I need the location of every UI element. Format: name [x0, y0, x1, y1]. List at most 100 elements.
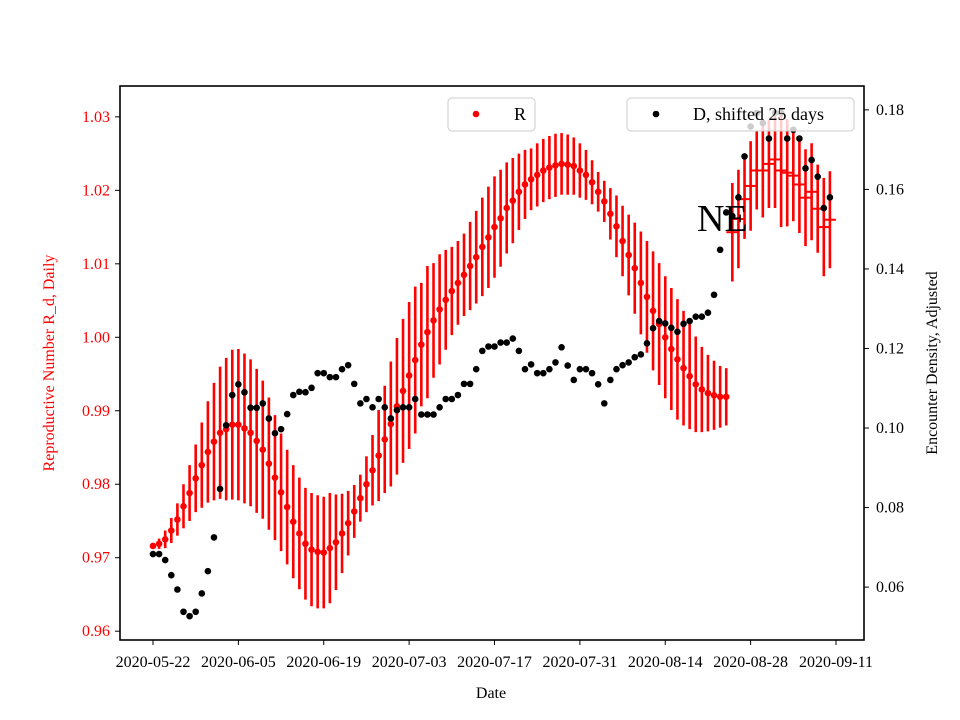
d-data-point — [533, 369, 541, 377]
d-data-point — [722, 209, 730, 216]
r-data-point — [582, 171, 590, 179]
y-left-tick-label: 1.00 — [82, 329, 110, 346]
legend-d-marker — [652, 110, 660, 118]
d-data-point — [655, 317, 663, 325]
d-data-point — [594, 380, 602, 388]
y-left-tick-label: 0.97 — [82, 550, 110, 567]
d-data-point — [192, 608, 199, 616]
r-data-point — [357, 494, 364, 502]
d-data-point — [155, 550, 163, 558]
r-data-point — [503, 204, 510, 212]
x-axis-label: Date — [476, 685, 506, 702]
r-data-point — [643, 293, 651, 301]
d-data-point — [729, 212, 736, 220]
d-data-point — [552, 359, 559, 366]
y-left-tick-label: 0.96 — [82, 623, 110, 640]
y-axis-right: 0.06 0.08 0.10 0.12 0.14 0.16 0.18 — [864, 102, 904, 596]
r-data-point — [314, 548, 321, 556]
d-data-point — [167, 571, 175, 579]
d-data-point — [399, 404, 407, 411]
y-right-tick-label: 0.12 — [876, 340, 904, 357]
d-data-point — [814, 173, 822, 180]
d-data-point — [509, 335, 517, 342]
x-tick-label: 2020-07-03 — [372, 654, 447, 671]
d-data-point — [265, 415, 273, 422]
r-data-point — [564, 161, 571, 168]
r-data-point — [619, 237, 626, 245]
d-data-point — [320, 369, 328, 377]
d-data-point — [649, 324, 657, 332]
r-data-point — [539, 167, 547, 174]
r-data-point — [186, 489, 193, 497]
r-data-point — [332, 538, 340, 546]
r-data-point — [600, 198, 608, 205]
y-axis-left: 0.96 0.97 0.98 0.99 1.00 1.01 1.02 1.03 — [82, 109, 120, 640]
d-data-point — [430, 411, 437, 418]
r-data-point — [649, 307, 657, 315]
r-data-point — [198, 461, 206, 469]
r-data-point — [460, 271, 468, 279]
r-data-point — [680, 364, 687, 372]
y-right-tick-label: 0.18 — [876, 102, 904, 119]
r-data-point — [253, 437, 260, 445]
d-data-point — [637, 351, 645, 358]
d-data-point — [442, 395, 450, 403]
r-data-point — [491, 223, 498, 231]
d-data-point — [418, 411, 425, 418]
d-data-point — [350, 380, 358, 388]
d-data-point — [826, 194, 834, 201]
r-data-point — [692, 381, 700, 388]
r-data-point — [216, 429, 224, 437]
d-data-point — [277, 425, 285, 433]
r-data-point — [155, 540, 163, 548]
d-data-point — [479, 347, 486, 355]
r-data-point — [533, 171, 541, 179]
r-data-point — [607, 210, 614, 218]
x-tick-label: 2020-07-17 — [457, 654, 532, 671]
r-data-point — [448, 287, 456, 295]
x-tick-label: 2020-07-31 — [543, 654, 618, 671]
d-data-point — [210, 534, 218, 541]
r-data-point — [430, 317, 437, 324]
r-data-point — [338, 530, 346, 537]
d-data-point — [607, 376, 614, 384]
d-data-point — [783, 135, 791, 142]
d-data-point — [820, 204, 828, 212]
d-data-point — [296, 388, 303, 396]
r-data-point — [228, 421, 236, 429]
r-data-point — [576, 167, 584, 174]
r-data-point — [204, 448, 212, 456]
r-data-point — [350, 508, 358, 515]
r-data-point — [710, 392, 718, 399]
d-data-point — [808, 156, 815, 164]
d-data-point — [515, 347, 523, 355]
d-data-point — [491, 343, 498, 350]
r-data-point — [625, 251, 632, 259]
r-data-point — [418, 341, 425, 348]
d-data-point — [259, 400, 267, 407]
r-data-point — [674, 356, 681, 363]
y-axis-right-label: Encounter Density, Adjusted — [924, 271, 941, 454]
r-data-point — [558, 160, 565, 168]
r-data-point — [174, 516, 181, 523]
d-data-point — [631, 353, 639, 361]
d-data-point — [424, 411, 431, 418]
d-data-point — [741, 153, 748, 160]
d-data-point — [253, 404, 260, 412]
r-data-point — [271, 474, 279, 481]
d-data-point — [460, 380, 468, 388]
d-data-point — [216, 485, 224, 493]
r-data-point — [149, 542, 157, 550]
r-data-point — [387, 420, 395, 428]
d-data-point — [674, 328, 681, 336]
d-data-point — [314, 369, 321, 377]
d-data-point — [369, 404, 376, 411]
r-data-point — [424, 328, 431, 336]
r-data-point — [704, 389, 712, 397]
r-data-point — [442, 296, 450, 304]
y-right-tick-label: 0.14 — [876, 261, 904, 278]
r-data-point — [472, 253, 480, 261]
r-data-point — [308, 546, 315, 553]
r-data-point — [326, 544, 334, 552]
